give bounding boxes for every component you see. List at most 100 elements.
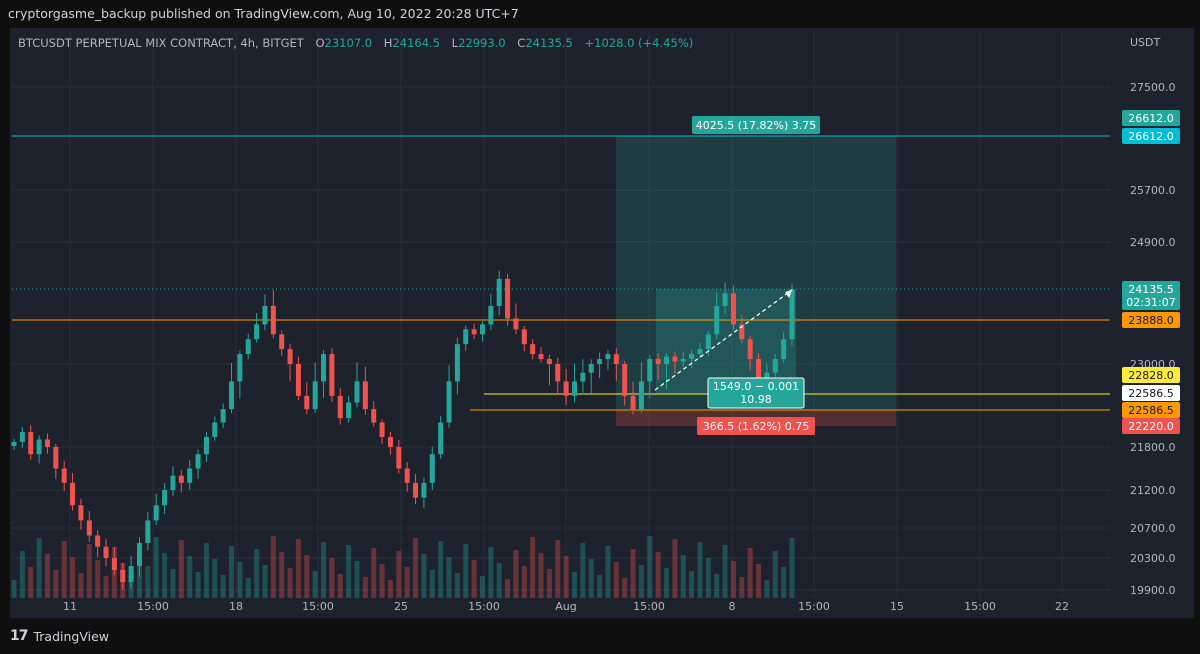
volume-bar: [287, 568, 293, 598]
volume-bar: [479, 576, 485, 598]
volume-bar: [145, 566, 151, 598]
volume-bar: [195, 572, 201, 598]
price-label-bg: [1122, 385, 1180, 401]
volume-bar: [471, 560, 477, 598]
candle: [53, 447, 59, 469]
candle: [730, 293, 736, 325]
candle: [404, 468, 410, 483]
candle: [521, 329, 527, 345]
horizontal-lines[interactable]: [12, 135, 1110, 411]
time-tick-label: 15: [890, 600, 904, 613]
volume-bar: [463, 544, 469, 598]
candle: [772, 359, 778, 373]
candle: [195, 454, 201, 469]
candle: [505, 278, 511, 319]
measure-arrow: [654, 289, 793, 391]
candle: [329, 354, 335, 396]
volume-bar: [421, 554, 427, 598]
overlay-labels: 4025.5 (17.82%) 3.75 366.5 (1.62%) 0.75 15…: [654, 116, 820, 435]
volume-bar: [580, 543, 586, 598]
volume-bar: [647, 536, 653, 598]
candle: [672, 356, 678, 362]
volume-bar: [563, 556, 569, 598]
grid: [12, 30, 1110, 598]
time-tick-label: 15:00: [633, 600, 665, 613]
volume-bar: [53, 570, 59, 598]
price-label-bg: [1122, 418, 1180, 434]
volume-bar: [304, 555, 310, 598]
candle: [128, 566, 134, 582]
volume-bar: [714, 574, 720, 598]
volume-bar: [86, 544, 92, 598]
time-axis[interactable]: 11 15:00 18 15:00 25 15:00 Aug 15:00 8 15:00 15 15:…: [63, 600, 1069, 613]
candle: [103, 546, 109, 558]
candle: [438, 422, 444, 455]
candle: [212, 422, 218, 437]
candle: [295, 364, 301, 396]
candle: [463, 329, 469, 345]
volume-bar: [781, 567, 787, 598]
price-label-bg: [1122, 294, 1180, 310]
volume-bar: [245, 578, 251, 598]
footer: 17 TradingView: [10, 628, 109, 644]
price-tick-label: 20700.0: [1130, 522, 1176, 535]
volume-bar: [153, 537, 159, 598]
volume-bar: [588, 559, 594, 598]
volume-bar: [638, 565, 644, 598]
candle: [354, 381, 360, 403]
time-tick-label: 15:00: [137, 600, 169, 613]
volume-bars: [11, 536, 795, 598]
candle: [722, 293, 728, 306]
candle: [78, 505, 84, 521]
symbol-legend: BTCUSDT PERPETUAL MIX CONTRACT, 4h, BITG…: [18, 36, 693, 50]
candle: [245, 339, 251, 355]
volume-bar: [170, 569, 176, 598]
volume-bar: [387, 580, 393, 598]
volume-bar: [262, 565, 268, 598]
candle: [588, 364, 594, 373]
volume-bar: [772, 551, 778, 598]
candle: [638, 381, 644, 410]
measure-label-line1: 1549.0 − 0.001: [713, 380, 799, 393]
target-label-bg: [692, 116, 820, 134]
volume-bar: [212, 559, 218, 598]
volume-bar: [371, 548, 377, 598]
candle: [153, 505, 159, 521]
price-label: 22828.0: [1128, 369, 1174, 382]
candle: [513, 318, 519, 330]
volume-bar: [438, 541, 444, 598]
price-label-bg: [1122, 312, 1180, 328]
volume-bar: [571, 572, 577, 598]
candle: [237, 354, 243, 382]
price-tick-label: 21800.0: [1130, 441, 1176, 454]
price-label: 22586.5: [1128, 404, 1174, 417]
close-label: C: [517, 36, 526, 50]
candle: [597, 359, 603, 364]
candle: [664, 356, 670, 364]
candle: [304, 395, 310, 410]
price-label: 26612.0: [1128, 130, 1174, 143]
candle: [605, 354, 611, 360]
candle: [120, 570, 126, 582]
price-label: 26612.0: [1128, 112, 1174, 125]
volume-bar: [220, 575, 226, 598]
volume-bar: [279, 552, 285, 598]
candles[interactable]: [11, 270, 795, 590]
volume-bar: [36, 538, 42, 598]
candle: [680, 359, 686, 362]
chart-panel[interactable]: [10, 28, 1194, 618]
candle: [162, 490, 168, 506]
time-tick-label: 15:00: [798, 600, 830, 613]
stop-label-bg: [697, 417, 815, 435]
volume-bar: [756, 564, 762, 598]
candle: [95, 535, 101, 547]
time-tick-label: 15:00: [468, 600, 500, 613]
price-label-bg: [1122, 402, 1180, 418]
volume-bar: [789, 538, 795, 598]
volume-bar: [295, 539, 301, 598]
volume-bar: [730, 561, 736, 598]
price-axis[interactable]: USDT27500.025700.024900.023000.021800.02…: [1122, 36, 1180, 597]
price-tick-label: 20300.0: [1130, 552, 1176, 565]
long-position-tool[interactable]: [616, 136, 896, 426]
